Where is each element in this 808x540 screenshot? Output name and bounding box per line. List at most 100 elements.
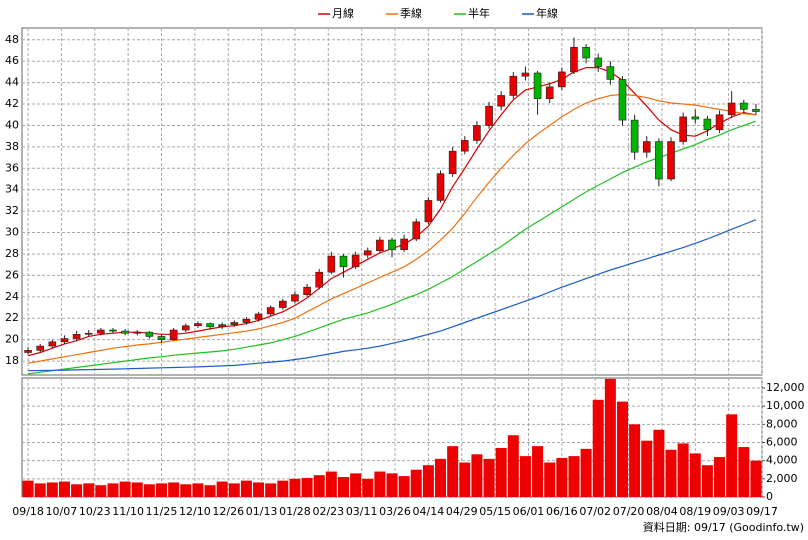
candle-body [412,221,421,240]
volume-bar [216,481,228,497]
x-tick-label: 12/26 [212,505,244,518]
volume-bar [532,446,544,497]
candle-body [60,338,69,343]
volume-bar [253,482,265,497]
candle-body [594,57,603,67]
x-tick-label: 01/13 [246,505,278,518]
x-tick-label: 09/17 [746,505,778,518]
candle-body [545,86,554,99]
candle-body [218,324,226,328]
x-tick-label: 07/02 [579,505,611,518]
candle-body [145,331,154,337]
candle-body [448,150,457,174]
volume-bar [386,473,398,497]
volume-bar [483,458,495,497]
x-tick-label: 04/14 [413,505,445,518]
volume-bar [556,457,568,497]
volume-bar [580,448,592,497]
volume-bar [107,483,119,497]
candle-body [752,109,760,112]
x-tick-label: 11/25 [146,505,178,518]
volume-bar [265,483,277,497]
x-tick-label: 05/15 [479,505,511,518]
volume-bar [325,471,337,497]
candle-body [48,341,57,347]
volume-bar [95,485,107,497]
volume-bar [507,435,519,497]
candle-body [509,75,518,96]
volume-tick-label: 12,000 [766,381,805,394]
candle-body [630,119,639,153]
ma-line [27,93,756,364]
volume-bar [604,378,616,497]
legend-label: 年線 [536,6,558,20]
candle-body [400,238,408,250]
ma-line [27,67,757,357]
volume-bar [143,484,155,497]
candle-body [242,319,251,323]
volume-bar [435,458,447,497]
volume-bar [34,483,46,497]
candle-body [679,116,687,142]
volume-bar [192,483,204,497]
volume-bar [592,399,604,497]
volume-bar [750,460,762,497]
y-tick-label: 22 [5,311,19,324]
y-tick-label: 40 [5,118,19,131]
candle-body [715,114,724,131]
candle-body [558,71,566,88]
volume-bar [119,481,131,497]
volume-tick-label: 0 [766,490,773,503]
volume-bar [677,443,689,497]
legend-label: 半年 [468,6,490,20]
volume-bar [71,484,83,497]
ma-line [28,219,757,372]
volume-bar [459,462,471,497]
candle-body [303,286,311,295]
candle-body [121,330,129,334]
x-tick-label: 09/03 [713,505,745,518]
volume-bar [83,483,95,497]
candle-body [436,173,445,201]
candle-body [109,329,117,332]
candle-body [691,116,700,120]
volume-bar [641,440,653,497]
candle-body [570,46,578,73]
volume-bar [131,482,143,497]
volume-bar [544,462,556,497]
candle-body [703,118,712,131]
x-tick-label: 09/18 [12,505,44,518]
candle-body [424,200,433,223]
candle-body [497,95,505,107]
volume-bar [726,414,738,497]
candle-body [727,102,736,116]
volume-bar [629,424,641,497]
y-tick-label: 20 [5,333,19,346]
volume-bar [471,454,483,497]
volume-bar [58,481,70,497]
candle-body [169,329,178,340]
y-tick-label: 38 [5,140,19,153]
volume-tick-label: 4,000 [766,454,798,467]
x-tick-label: 03/26 [379,505,411,518]
y-tick-label: 34 [5,183,19,196]
volume-bar [228,483,240,497]
volume-bar [362,478,374,497]
volume-bar [180,484,192,497]
candle-body [133,331,142,334]
volume-bar [240,480,252,497]
volume-bar [665,449,677,497]
x-tick-label: 08/19 [679,505,711,518]
volume-bar [410,469,422,497]
y-tick-label: 36 [5,161,19,174]
candle-body [351,254,360,268]
volume-bar [350,473,362,497]
volume-tick-label: 6,000 [766,435,798,448]
y-tick-label: 28 [5,247,19,260]
candle-body [582,46,590,59]
candle-body [157,336,166,340]
candle-body [339,255,348,268]
volume-bar [701,465,713,497]
volume-bar [519,456,531,497]
